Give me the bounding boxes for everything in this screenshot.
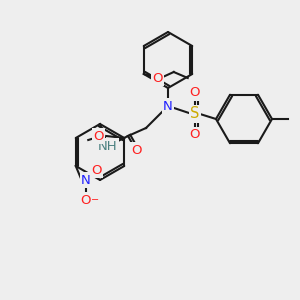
Text: O: O: [131, 143, 141, 157]
Text: O: O: [190, 128, 200, 142]
Text: N: N: [81, 173, 91, 187]
Text: NH: NH: [98, 140, 118, 152]
Text: O: O: [80, 194, 91, 206]
Text: O: O: [152, 71, 163, 85]
Text: O: O: [190, 86, 200, 100]
Text: N: N: [163, 100, 173, 112]
Text: O: O: [93, 130, 104, 142]
Text: −: −: [91, 195, 99, 205]
Text: S: S: [190, 106, 200, 122]
Text: O: O: [92, 164, 102, 176]
